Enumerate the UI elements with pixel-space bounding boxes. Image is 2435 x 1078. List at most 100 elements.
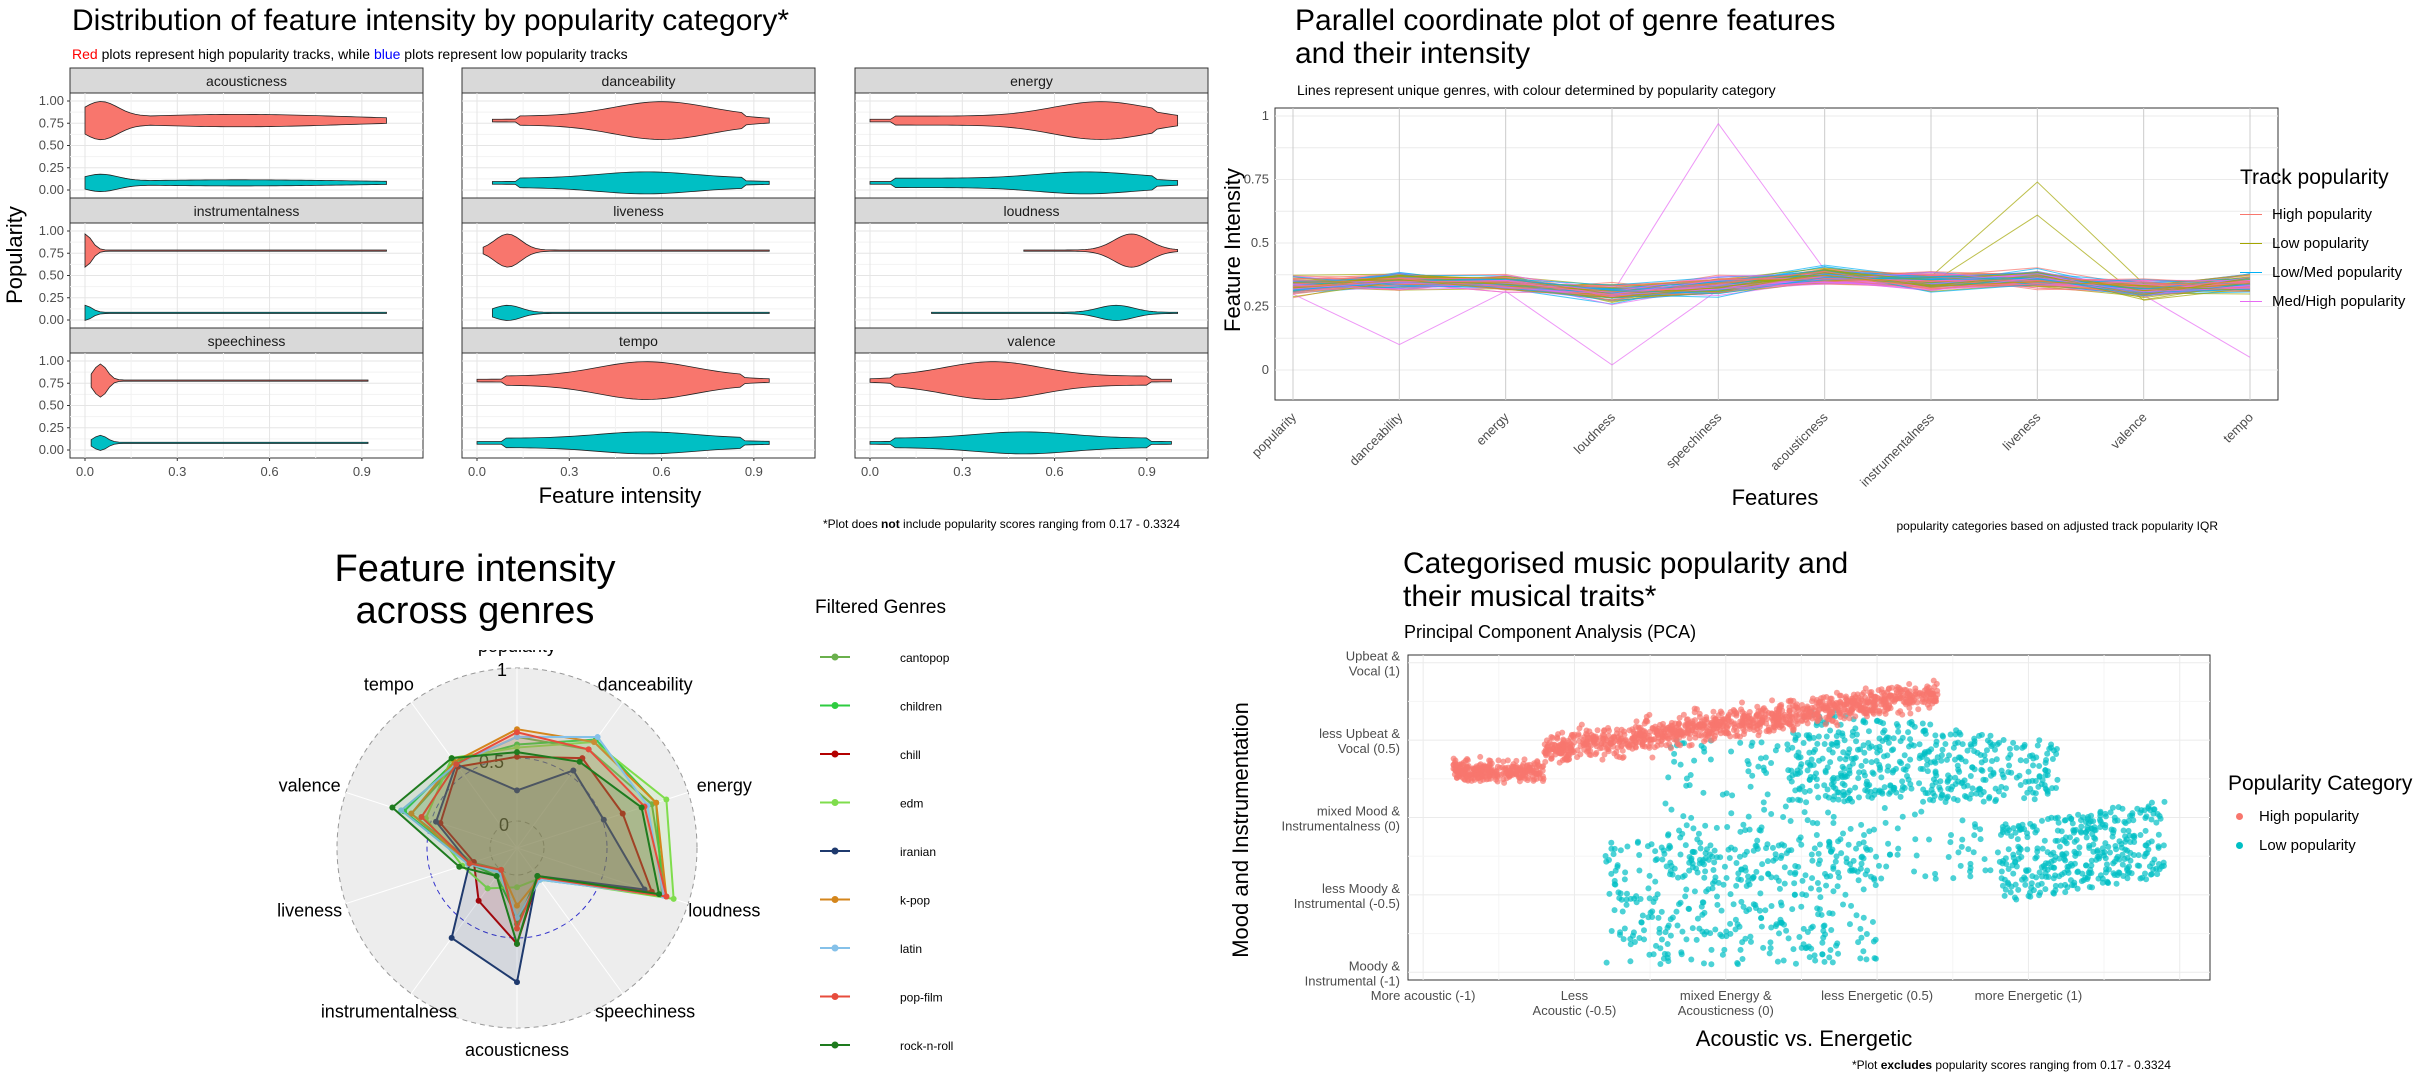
data-point: [1833, 942, 1840, 949]
data-point: [1904, 690, 1911, 697]
data-point: [1887, 692, 1894, 699]
data-point: [1994, 849, 2001, 856]
data-point: [1723, 874, 1730, 881]
data-point: [1605, 732, 1612, 739]
violin-low-liveness: [491, 304, 770, 321]
data-point: [1893, 721, 1900, 728]
data-point: [1819, 939, 1826, 946]
data-point: [1932, 768, 1939, 775]
data-point: [2038, 817, 2045, 824]
data-point: [1605, 724, 1612, 731]
data-point: [1802, 872, 1809, 879]
data-point: [1980, 776, 1987, 783]
legend-label: rock-n-roll: [900, 1039, 953, 1053]
data-point: [1948, 831, 1955, 838]
data-point: [1793, 752, 1800, 759]
data-point: [1641, 737, 1648, 744]
data-point: [2095, 875, 2102, 882]
data-point: [1492, 776, 1499, 783]
data-point: [1952, 774, 1959, 781]
data-point: [1736, 733, 1743, 740]
data-point: [1780, 957, 1787, 964]
data-point: [1858, 860, 1865, 867]
data-point: [2120, 827, 2127, 834]
data-point: [2053, 784, 2060, 791]
data-point: [1825, 809, 1832, 816]
panel2-subtitle: Lines represent unique genres, with colo…: [1297, 82, 1776, 98]
data-point: [1852, 713, 1859, 720]
data-point: [1881, 804, 1888, 811]
facet-label: acousticness: [206, 73, 287, 89]
data-point: [1821, 782, 1828, 789]
data-point: [1846, 746, 1853, 753]
data-point: [1636, 852, 1643, 859]
panel2-title-line1: Parallel coordinate plot of genre featur…: [1295, 4, 1836, 37]
data-point: [1920, 786, 1927, 793]
data-point: [1981, 752, 1988, 759]
radar-point: [663, 796, 670, 803]
y-tick-label: 0.75: [1244, 172, 1269, 187]
data-point: [1920, 798, 1927, 805]
data-point: [1836, 692, 1843, 699]
data-point: [1856, 840, 1863, 847]
data-point: [1707, 842, 1714, 849]
legend-swatch: [2236, 842, 2243, 849]
facet-label: loudness: [1003, 203, 1059, 219]
data-point: [1570, 734, 1577, 741]
data-point: [1587, 752, 1594, 759]
data-point: [2002, 855, 2009, 862]
legend-swatch: [2240, 243, 2262, 244]
data-point: [2148, 871, 2155, 878]
radar-point: [653, 799, 660, 806]
data-point: [2099, 845, 2106, 852]
pca-legend-title: Popularity Category: [2228, 772, 2413, 795]
data-point: [2131, 832, 2138, 839]
facet-valence: valence 0.0 0.3 0.6 0.9: [854, 327, 1209, 479]
data-point: [1750, 724, 1757, 731]
data-point: [2027, 893, 2034, 900]
data-point: [1897, 688, 1904, 695]
data-point: [1877, 766, 1884, 773]
x-tick-label: liveness: [2000, 409, 2044, 453]
data-point: [2009, 862, 2016, 869]
data-point: [1770, 721, 1777, 728]
x-tick-label: loudness: [1571, 409, 1619, 457]
data-point: [1899, 711, 1906, 718]
data-point: [1998, 767, 2005, 774]
data-point: [1830, 863, 1837, 870]
x-tick-label: 0.6: [261, 464, 279, 479]
data-point: [1601, 732, 1608, 739]
data-point: [1859, 697, 1866, 704]
data-point: [1673, 908, 1680, 915]
data-point: [1927, 721, 1934, 728]
data-point: [2048, 744, 2055, 751]
data-point: [2110, 860, 2117, 867]
panel2-title: Parallel coordinate plot of genre featur…: [1295, 4, 1835, 70]
data-point: [2062, 889, 2069, 896]
data-point: [1710, 708, 1717, 715]
data-point: [1778, 841, 1785, 848]
data-point: [1993, 796, 2000, 803]
data-point: [1623, 890, 1630, 897]
data-point: [1964, 747, 1971, 754]
radar-point: [418, 813, 425, 820]
data-point: [1586, 728, 1593, 735]
data-point: [1987, 772, 1994, 779]
x-tick-label: acousticness: [1767, 409, 1831, 473]
data-point: [1611, 907, 1618, 914]
data-point: [1907, 756, 1914, 763]
data-point: [1803, 716, 1810, 723]
data-point: [1932, 779, 1939, 786]
data-point: [1983, 747, 1990, 754]
pc-legend-title: Track popularity: [2240, 166, 2389, 189]
data-point: [2025, 768, 2032, 775]
data-point: [1943, 756, 1950, 763]
radar-point: [484, 885, 491, 892]
data-point: [2038, 781, 2045, 788]
data-point: [1683, 936, 1690, 943]
data-point: [2010, 870, 2017, 877]
legend-label: Low popularity: [2259, 837, 2356, 854]
panel3-title-line1: Feature intensity: [334, 548, 616, 590]
data-point: [1598, 740, 1605, 747]
data-point: [2044, 772, 2051, 779]
